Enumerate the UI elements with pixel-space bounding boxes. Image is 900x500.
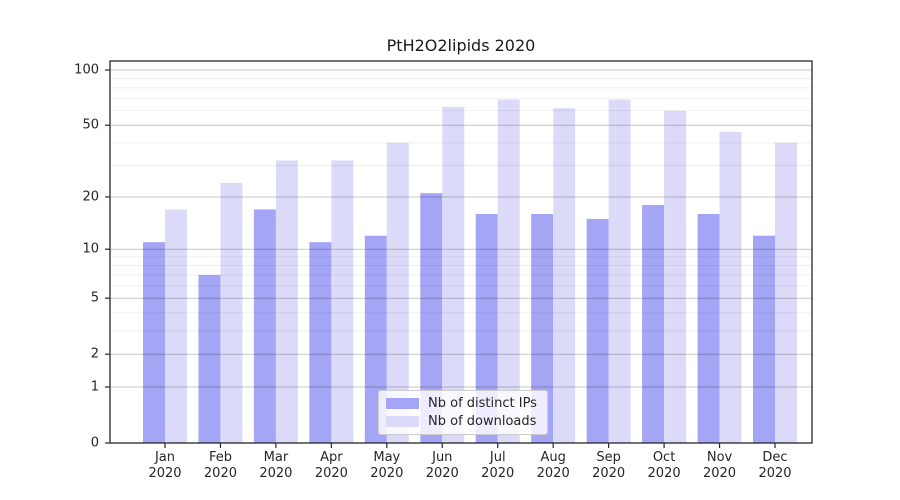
- legend-item-distinct-ips: Nb of distinct IPs: [386, 396, 537, 411]
- y-tick-label-50: 50: [82, 117, 99, 133]
- y-tick-label-5: 5: [90, 290, 99, 306]
- legend-swatch-distinct-ips: [386, 398, 419, 409]
- x-tick-label-jan: Jan 2020: [148, 450, 182, 481]
- chart-title: PtH2O2lipids 2020: [386, 36, 536, 55]
- bar-feb-nb-of-distinct-ips: [198, 274, 221, 443]
- x-tick-label-dec: Dec 2020: [758, 450, 792, 481]
- y-tick-label-100: 100: [74, 62, 99, 78]
- bar-may-nb-of-downloads: [386, 142, 409, 443]
- x-tick-label-apr: Apr 2020: [314, 450, 348, 481]
- legend-swatch-downloads: [386, 416, 419, 427]
- legend-label-downloads: Nb of downloads: [428, 414, 537, 429]
- legend: Nb of distinct IPs Nb of downloads: [378, 390, 548, 435]
- bar-aug-nb-of-downloads: [553, 108, 576, 444]
- bar-aug-nb-of-distinct-ips: [531, 214, 554, 443]
- y-tick-label-10: 10: [82, 241, 99, 257]
- bar-jul-nb-of-downloads: [497, 99, 520, 443]
- bar-mar-nb-of-distinct-ips: [253, 209, 276, 443]
- y-tick-label-20: 20: [82, 189, 99, 205]
- bar-nov-nb-of-downloads: [719, 131, 742, 443]
- y-tick-label-1: 1: [90, 379, 99, 395]
- bar-jan-nb-of-distinct-ips: [143, 242, 165, 443]
- x-tick-label-oct: Oct 2020: [647, 450, 681, 481]
- bar-jul-nb-of-distinct-ips: [475, 214, 498, 443]
- bar-apr-nb-of-distinct-ips: [309, 242, 332, 443]
- y-tick-label-0: 0: [90, 435, 99, 451]
- bar-oct-nb-of-distinct-ips: [642, 205, 665, 443]
- bar-apr-nb-of-downloads: [331, 160, 354, 443]
- x-tick-label-feb: Feb 2020: [203, 450, 237, 481]
- bar-oct-nb-of-downloads: [664, 110, 687, 443]
- legend-item-downloads: Nb of downloads: [386, 414, 537, 429]
- x-tick-label-jun: Jun 2020: [425, 450, 459, 481]
- bar-mar-nb-of-downloads: [275, 160, 298, 443]
- legend-label-distinct-ips: Nb of distinct IPs: [428, 396, 537, 411]
- bar-nov-nb-of-distinct-ips: [697, 214, 720, 443]
- x-tick-label-aug: Aug 2020: [536, 450, 570, 481]
- y-tick-label-2: 2: [90, 346, 99, 362]
- x-tick-label-sep: Sep 2020: [592, 450, 626, 481]
- bar-dec-nb-of-downloads: [775, 142, 797, 443]
- x-tick-label-nov: Nov 2020: [702, 450, 737, 481]
- x-tick-label-mar: Mar 2020: [259, 450, 293, 481]
- bar-jun-nb-of-downloads: [442, 106, 465, 444]
- x-tick-label-jul: Jul 2020: [481, 450, 515, 481]
- plot-border: [109, 60, 813, 444]
- bar-jun-nb-of-distinct-ips: [420, 193, 443, 443]
- x-tick-label-may: May 2020: [370, 450, 404, 481]
- bar-jan-nb-of-downloads: [165, 209, 187, 443]
- bar-sep-nb-of-downloads: [608, 99, 631, 443]
- bar-feb-nb-of-downloads: [220, 182, 243, 443]
- bar-dec-nb-of-distinct-ips: [753, 235, 775, 443]
- bar-sep-nb-of-distinct-ips: [586, 218, 609, 443]
